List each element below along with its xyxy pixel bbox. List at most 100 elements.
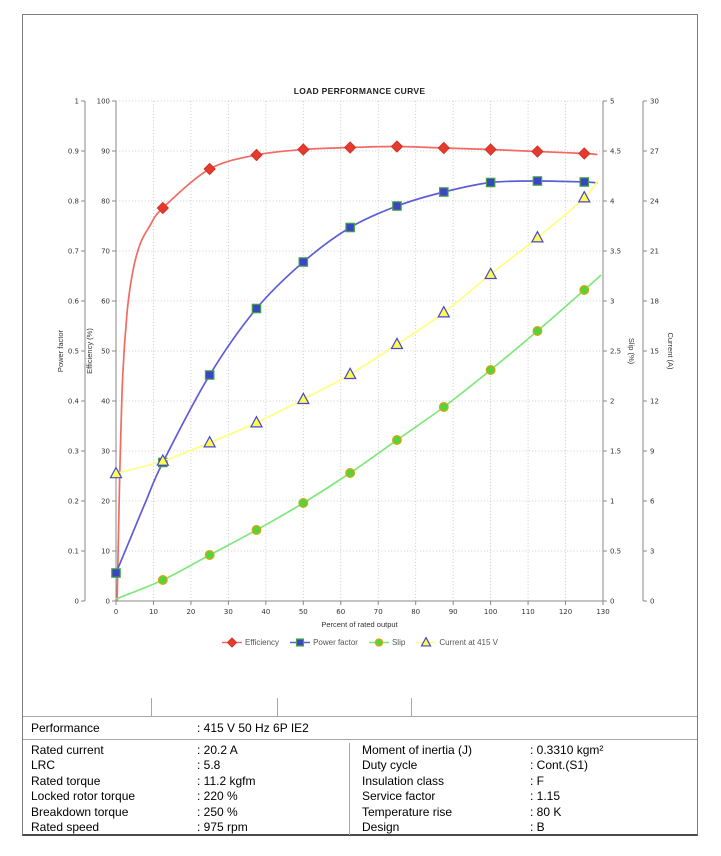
slip-tick-label: 3.5 xyxy=(610,248,621,256)
current-tick-label: 12 xyxy=(650,398,659,406)
spec-row: LRC : 5.8 xyxy=(23,758,349,773)
spec-row: Rated torque: 11.2 kgfm xyxy=(23,774,349,789)
current-marker xyxy=(390,337,404,350)
current-marker xyxy=(249,415,263,428)
spec-row: Temperature rise : 80 K xyxy=(350,805,697,820)
efficiency-marker xyxy=(578,147,591,160)
spec-label: Duty cycle xyxy=(362,758,418,773)
current-tick-label: 18 xyxy=(650,298,659,306)
spec-value: : 20.2 A xyxy=(197,743,238,757)
current-series xyxy=(109,180,599,479)
efficiency-marker xyxy=(156,201,170,215)
efficiency-tick-label: 80 xyxy=(101,198,110,206)
efficiency-tick-label: 90 xyxy=(101,148,110,156)
spec-table: Performance : 415 V 50 Hz 6P IE2 Rated c… xyxy=(23,698,697,835)
spec-row: Rated speed: 975 rpm xyxy=(23,820,349,835)
spec-label: Rated torque xyxy=(31,773,101,788)
spec-row: Insulation class : F xyxy=(350,774,697,789)
slip-tick-label: 2.5 xyxy=(610,348,621,356)
efficiency-marker xyxy=(297,143,310,156)
spec-label: Insulation class xyxy=(362,773,445,788)
efficiency-tick-label: 100 xyxy=(97,98,110,106)
efficiency-marker xyxy=(437,141,450,155)
current-marker xyxy=(109,466,123,479)
chart-canvas: 0 10 20 30 40 50 60 70 80 90 100 110 120 130010203040… xyxy=(68,98,660,617)
spec-row: Service factor : 1.15 xyxy=(350,789,697,804)
spec-column-left: Rated current: 20.2 A LRC: 5.8 Rated torqu… xyxy=(23,743,349,835)
efficiency-line xyxy=(116,145,598,602)
slip-tick-label: 0.5 xyxy=(610,548,621,556)
datasheet-frame: 0 10 20 30 40 50 60 70 80 90 100 110 120 130 0 10 20 30 40… xyxy=(22,14,698,836)
slip-tick-label: 4 xyxy=(610,198,615,206)
power-factor-tick-label: 0.9 xyxy=(68,148,79,156)
current-marker xyxy=(343,367,357,380)
spec-value: : F xyxy=(530,773,544,788)
power_factor-marker xyxy=(438,187,449,197)
spec-label: Temperature rise xyxy=(362,804,453,819)
slip-marker xyxy=(157,575,168,585)
power_factor-marker xyxy=(251,303,262,314)
power_factor-marker xyxy=(345,222,355,233)
current-marker xyxy=(203,435,217,448)
power_factor-marker xyxy=(532,176,543,186)
current-marker xyxy=(577,190,591,203)
x-tick-label: 40 xyxy=(261,608,270,616)
slip-tick-label: 3 xyxy=(610,298,614,306)
current-marker xyxy=(437,305,451,318)
current-line xyxy=(115,180,599,475)
performance-row: Performance : 415 V 50 Hz 6P IE2 xyxy=(23,717,697,740)
current-axis-title: Current (A) xyxy=(666,332,675,370)
spec-value: : 975 rpm xyxy=(197,819,248,834)
slip-series xyxy=(115,274,602,600)
legend-marker xyxy=(226,637,238,648)
spec-row: Rated current: 20.2 A xyxy=(23,743,349,758)
spec-column-right: Moment of inertia (J): 0.3310 kgm² Duty c… xyxy=(349,743,697,835)
power-factor-tick-label: 0 xyxy=(75,598,79,606)
slip-marker xyxy=(579,285,590,295)
x-tick-label: 100 xyxy=(484,608,497,616)
power-factor-tick-label: 0.5 xyxy=(68,348,79,356)
spec-value: : 5.8 xyxy=(197,758,221,773)
efficiency-marker xyxy=(343,141,357,154)
table-divider xyxy=(411,698,412,716)
power-factor-tick-label: 0.4 xyxy=(68,398,80,406)
chart-title: LOAD PERFORMANCE CURVE xyxy=(293,86,426,96)
spec-value: : 1.15 xyxy=(530,789,561,804)
efficiency-tick-label: 0 xyxy=(106,598,110,606)
current-tick-label: 6 xyxy=(650,498,655,506)
current-tick-label: 30 xyxy=(650,98,659,106)
spec-value: : 250 % xyxy=(197,804,238,819)
spec-value: : 220 % xyxy=(197,789,238,804)
current-marker xyxy=(484,267,498,280)
power-factor-axis-title: Power factor xyxy=(56,329,65,373)
power_factor-marker xyxy=(298,257,309,267)
x-tick-label: 80 xyxy=(411,608,420,616)
x-tick-label: 70 xyxy=(374,608,383,616)
spec-label: LRC xyxy=(31,758,56,773)
spec-label: Service factor xyxy=(362,789,436,804)
efficiency-tick-label: 70 xyxy=(101,248,110,256)
current-tick-label: 27 xyxy=(650,148,659,156)
legend-label: Slip xyxy=(391,638,406,647)
power-factor-tick-label: 0.1 xyxy=(68,548,79,556)
table-spacer-row xyxy=(23,698,697,717)
spec-value: : B xyxy=(530,819,545,834)
efficiency-tick-label: 40 xyxy=(101,398,110,406)
spec-value: : 80 K xyxy=(530,804,562,819)
power_factor-marker xyxy=(204,370,215,380)
slip-marker xyxy=(392,435,402,445)
spec-value: : 0.3310 kgm² xyxy=(530,743,604,757)
efficiency-marker xyxy=(484,143,497,156)
efficiency-marker xyxy=(250,148,263,162)
chart-legend: Efficiency Power factor Slip Current at 415… xyxy=(23,636,697,649)
spec-value: : Cont.(S1) xyxy=(530,758,589,773)
legend-marker xyxy=(296,638,305,647)
spec-row: Design: B xyxy=(350,820,697,835)
spec-label: Locked rotor torque xyxy=(31,789,136,804)
x-tick-label: 110 xyxy=(521,608,534,616)
triangle-legend-icon xyxy=(416,636,437,647)
power_factor-marker xyxy=(392,201,402,211)
power_factor-marker xyxy=(579,177,590,187)
x-tick-label: 130 xyxy=(596,608,609,616)
square-legend-icon xyxy=(290,638,311,647)
